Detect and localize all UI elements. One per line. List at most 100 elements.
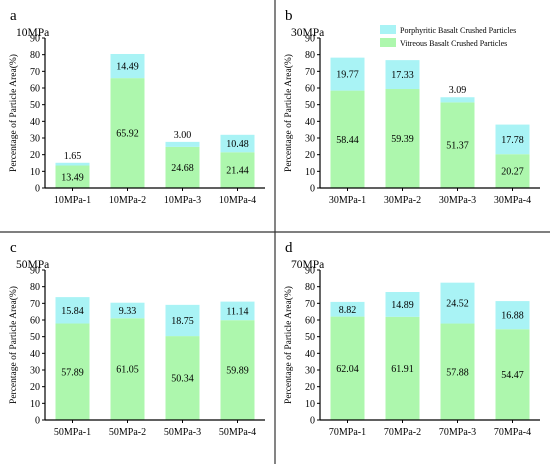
x-tick-label: 70MPa-4 [494, 427, 531, 438]
bar-porphyritic [385, 60, 420, 90]
data-label-porphyritic: 24.52 [446, 299, 469, 310]
y-tick-label: 10 [305, 167, 315, 178]
panels: a 10MPa Percentage of Particle Area(%) 0 10 2… [8, 8, 540, 438]
bar-vitreous [110, 78, 145, 188]
y-tick-label: 70 [305, 67, 315, 78]
bar-porphyritic [110, 53, 145, 79]
bar-porphyritic [330, 57, 365, 91]
legend-label: Vitreous Basalt Crushed Particles [400, 39, 507, 48]
y-tick-label: 60 [305, 316, 315, 327]
y-tick-label: 50 [30, 332, 40, 343]
y-tick-label: 0 [310, 184, 315, 195]
data-label-porphyritic: 14.49 [116, 62, 139, 73]
panel-letter: b [285, 8, 293, 24]
legend-label: Porphyritic Basalt Crushed Particles [400, 26, 516, 35]
x-tick-label: 10MPa-1 [54, 195, 91, 206]
y-tick-label: 60 [305, 84, 315, 95]
data-label-porphyritic: 16.88 [501, 311, 524, 322]
y-tick-label: 30 [305, 134, 315, 145]
x-tick-label: 70MPa-3 [439, 427, 476, 438]
data-label-vitreous: 21.44 [226, 166, 249, 177]
y-tick-label: 90 [305, 34, 315, 45]
bar-porphyritic [110, 302, 145, 319]
y-axis-label: Percentage of Particle Area(%) [283, 286, 294, 404]
x-tick-label: 50MPa-2 [109, 427, 146, 438]
y-tick-label: 60 [30, 84, 40, 95]
data-label-vitreous: 13.49 [61, 172, 84, 183]
y-tick-label: 10 [30, 167, 40, 178]
x-tick-label: 30MPa-1 [329, 195, 366, 206]
bar-porphyritic [165, 304, 200, 337]
data-label-porphyritic: 1.65 [64, 151, 82, 162]
bar-vitreous [330, 90, 365, 188]
bar-vitreous [55, 165, 90, 188]
bar-porphyritic [440, 97, 475, 103]
x-tick-label: 30MPa-2 [384, 195, 421, 206]
bar-vitreous [495, 329, 530, 420]
y-tick-label: 50 [305, 100, 315, 111]
data-label-porphyritic: 9.33 [119, 306, 137, 317]
panel-b: b 30MPa Percentage of Particle Area(%) 0 10 2… [283, 8, 540, 206]
panel-letter: c [10, 240, 17, 256]
y-tick-label: 90 [305, 266, 315, 277]
bar-vitreous [440, 323, 475, 420]
data-label-porphyritic: 3.00 [174, 130, 192, 141]
y-axis-label: Percentage of Particle Area(%) [283, 54, 294, 172]
bar-porphyritic [385, 292, 420, 317]
data-label-porphyritic: 19.77 [336, 70, 359, 81]
bar-porphyritic [495, 301, 530, 330]
bar-vitreous [165, 336, 200, 420]
x-tick-label: 70MPa-1 [329, 427, 366, 438]
bar-porphyritic [220, 134, 255, 153]
bar-vitreous [385, 89, 420, 188]
data-label-vitreous: 61.05 [116, 365, 139, 376]
y-tick-label: 20 [305, 150, 315, 161]
data-label-porphyritic: 14.89 [391, 300, 414, 311]
panel-c: c 50MPa Percentage of Particle Area(%) 0 10 2… [8, 240, 265, 438]
x-tick-label: 10MPa-2 [109, 195, 146, 206]
bar-porphyritic [330, 301, 365, 317]
data-label-porphyritic: 8.82 [339, 305, 357, 316]
panel-a: a 10MPa Percentage of Particle Area(%) 0 10 2… [8, 8, 265, 206]
data-label-porphyritic: 15.84 [61, 306, 84, 317]
x-tick-label: 50MPa-4 [219, 427, 256, 438]
y-tick-label: 50 [30, 100, 40, 111]
y-tick-label: 30 [305, 366, 315, 377]
y-tick-label: 80 [305, 282, 315, 293]
data-label-vitreous: 20.27 [501, 167, 524, 178]
legend-swatch-vitreous [380, 38, 396, 47]
bar-vitreous [55, 323, 90, 420]
panel-title: 50MPa [16, 259, 49, 271]
x-tick-label: 30MPa-4 [494, 195, 531, 206]
y-tick-label: 10 [305, 399, 315, 410]
bar-porphyritic [165, 141, 200, 147]
y-tick-label: 50 [305, 332, 315, 343]
data-label-porphyritic: 17.33 [391, 70, 414, 81]
y-tick-label: 0 [310, 416, 315, 427]
panel-letter: a [10, 8, 17, 24]
bar-porphyritic [220, 301, 255, 321]
data-label-porphyritic: 10.48 [226, 139, 249, 150]
legend: Porphyritic Basalt Crushed Particles Vitr… [380, 25, 516, 48]
data-label-porphyritic: 17.78 [501, 135, 524, 146]
bar-porphyritic [440, 282, 475, 324]
data-label-vitreous: 59.89 [226, 366, 249, 377]
y-tick-label: 20 [30, 150, 40, 161]
x-tick-label: 50MPa-3 [164, 427, 201, 438]
bar-porphyritic [55, 297, 90, 324]
y-tick-label: 70 [30, 299, 40, 310]
bar-vitreous [495, 154, 530, 188]
x-tick-label: 10MPa-3 [164, 195, 201, 206]
data-label-vitreous: 57.88 [446, 367, 469, 378]
panel-title: 70MPa [291, 259, 324, 271]
y-tick-label: 60 [30, 316, 40, 327]
bar-vitreous [110, 318, 145, 420]
y-tick-label: 40 [305, 349, 315, 360]
y-tick-label: 20 [30, 382, 40, 393]
x-tick-label: 70MPa-2 [384, 427, 421, 438]
data-label-vitreous: 50.34 [171, 374, 194, 385]
y-tick-label: 80 [30, 282, 40, 293]
data-label-vitreous: 61.91 [391, 364, 414, 375]
